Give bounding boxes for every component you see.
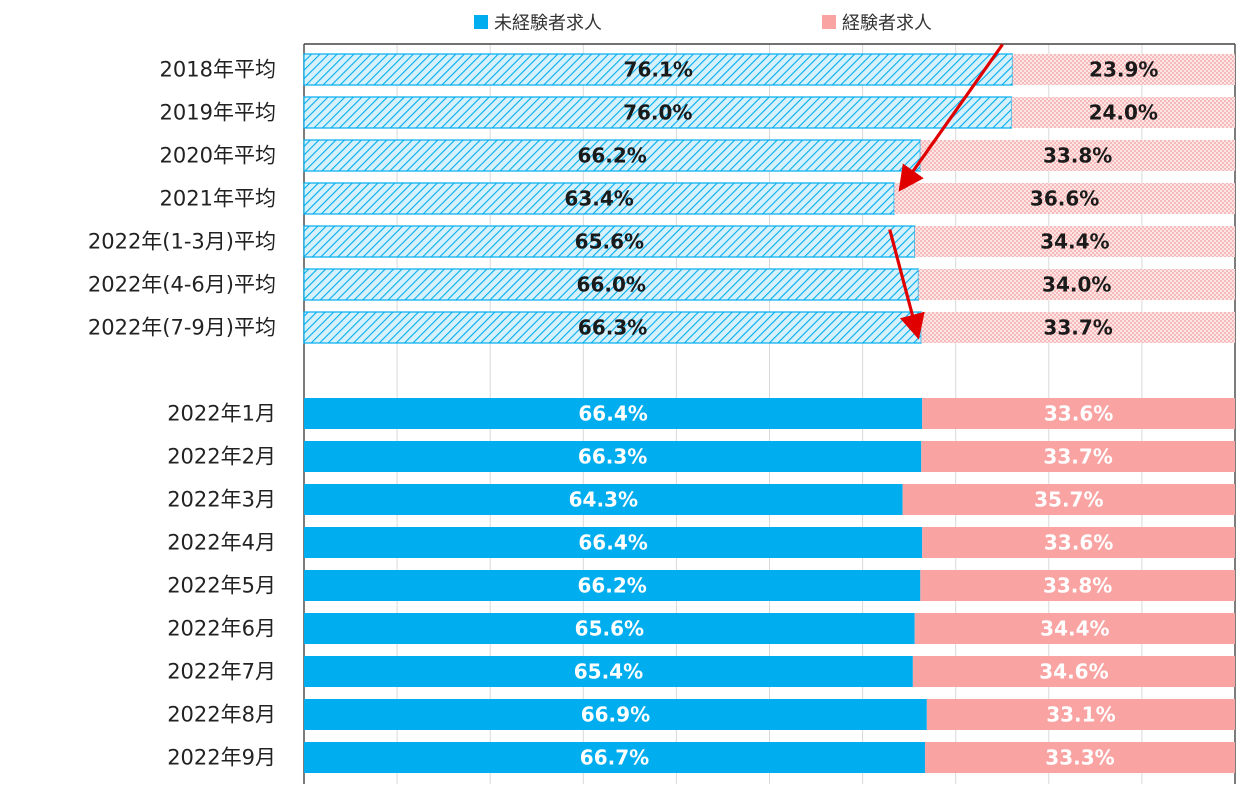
trend-arrow [898,43,1004,192]
bar-segment [304,742,925,773]
category-label: 2022年2月 [167,445,276,469]
category-label: 2022年3月 [167,488,276,512]
data-label: 34.4% [1040,230,1109,254]
bar-segment [921,312,1235,343]
bar-segment [902,484,1235,515]
legend-swatch-experienced [822,15,836,29]
bar-segment [922,527,1235,558]
category-label: 2022年6月 [167,617,276,641]
legend-label-experienced: 経験者求人 [842,13,932,34]
data-label: 76.0% [623,101,692,125]
bar-segment [921,441,1235,472]
data-label: 66.2% [577,574,646,598]
data-label: 65.6% [575,617,644,641]
bar-segment [1011,97,1235,128]
bar-segment [304,656,913,687]
data-label: 76.1% [624,58,693,82]
data-label: 36.6% [1030,187,1099,211]
bar-segment [926,699,1235,730]
data-label: 34.4% [1040,617,1109,641]
data-label: 66.0% [577,273,646,297]
bar-segment [303,311,922,344]
bar-segment [304,527,923,558]
category-label: 2022年7月 [167,660,276,684]
bar-segment [304,570,921,601]
data-label: 66.4% [578,402,647,426]
data-label: 35.7% [1034,488,1103,512]
data-label: 65.4% [574,660,643,684]
bar-segment [912,656,1235,687]
category-label: 2022年4月 [167,531,276,555]
category-label: 2022年(7-9月)平均 [88,316,276,340]
category-label: 2020年平均 [160,144,276,168]
bar-segment [922,398,1235,429]
data-label: 23.9% [1089,58,1158,82]
bar-segment [914,226,1235,257]
data-label: 65.6% [575,230,644,254]
data-label: 33.7% [1043,316,1112,340]
bar-segment [1012,54,1235,85]
data-label: 33.3% [1045,746,1114,770]
data-label: 66.2% [577,144,646,168]
data-label: 66.4% [578,531,647,555]
category-label: 2022年(1-3月)平均 [88,230,276,254]
legend: 未経験者求人 経験者求人 [474,13,932,34]
trend-arrow [888,229,925,340]
data-label: 63.4% [564,187,633,211]
data-label: 66.7% [580,746,649,770]
bar-segment [918,269,1235,300]
category-label: 2019年平均 [160,101,276,125]
data-label: 33.8% [1043,574,1112,598]
data-label: 33.7% [1043,445,1112,469]
data-label: 34.6% [1039,660,1108,684]
bar-segment [304,699,927,730]
category-label: 2022年9月 [167,746,276,770]
data-label: 66.9% [581,703,650,727]
data-label: 34.0% [1042,273,1111,297]
annotations [888,43,1004,340]
bar-segment [304,441,922,472]
category-label: 2022年1月 [167,402,276,426]
category-label: 2022年5月 [167,574,276,598]
labels: 2018年平均 76.1% 23.9% 2019年平均 76.0% 24.0% 2020年平… [88,58,1159,770]
bar-segment [303,182,895,215]
data-label: 33.6% [1044,402,1113,426]
bars [303,53,1235,773]
category-label: 2018年平均 [160,58,276,82]
bar-segment [914,613,1235,644]
bar-segment [924,742,1235,773]
data-label: 66.3% [578,316,647,340]
category-label: 2022年8月 [167,703,276,727]
legend-label-inexperienced: 未経験者求人 [494,13,602,34]
category-label: 2022年(4-6月)平均 [88,273,276,297]
bar-segment [920,570,1235,601]
legend-swatch-inexperienced [474,15,488,29]
bar-segment [303,53,1014,86]
data-label: 24.0% [1089,101,1158,125]
bar-segment [920,140,1235,171]
bar-segment [894,183,1235,214]
data-label: 66.3% [578,445,647,469]
data-label: 33.1% [1046,703,1115,727]
category-label: 2021年平均 [160,187,276,211]
data-label: 33.8% [1043,144,1112,168]
bar-segment [304,398,923,429]
bar-segment [304,613,915,644]
data-label: 64.3% [569,488,638,512]
data-label: 33.6% [1044,531,1113,555]
bar-segment [304,484,903,515]
